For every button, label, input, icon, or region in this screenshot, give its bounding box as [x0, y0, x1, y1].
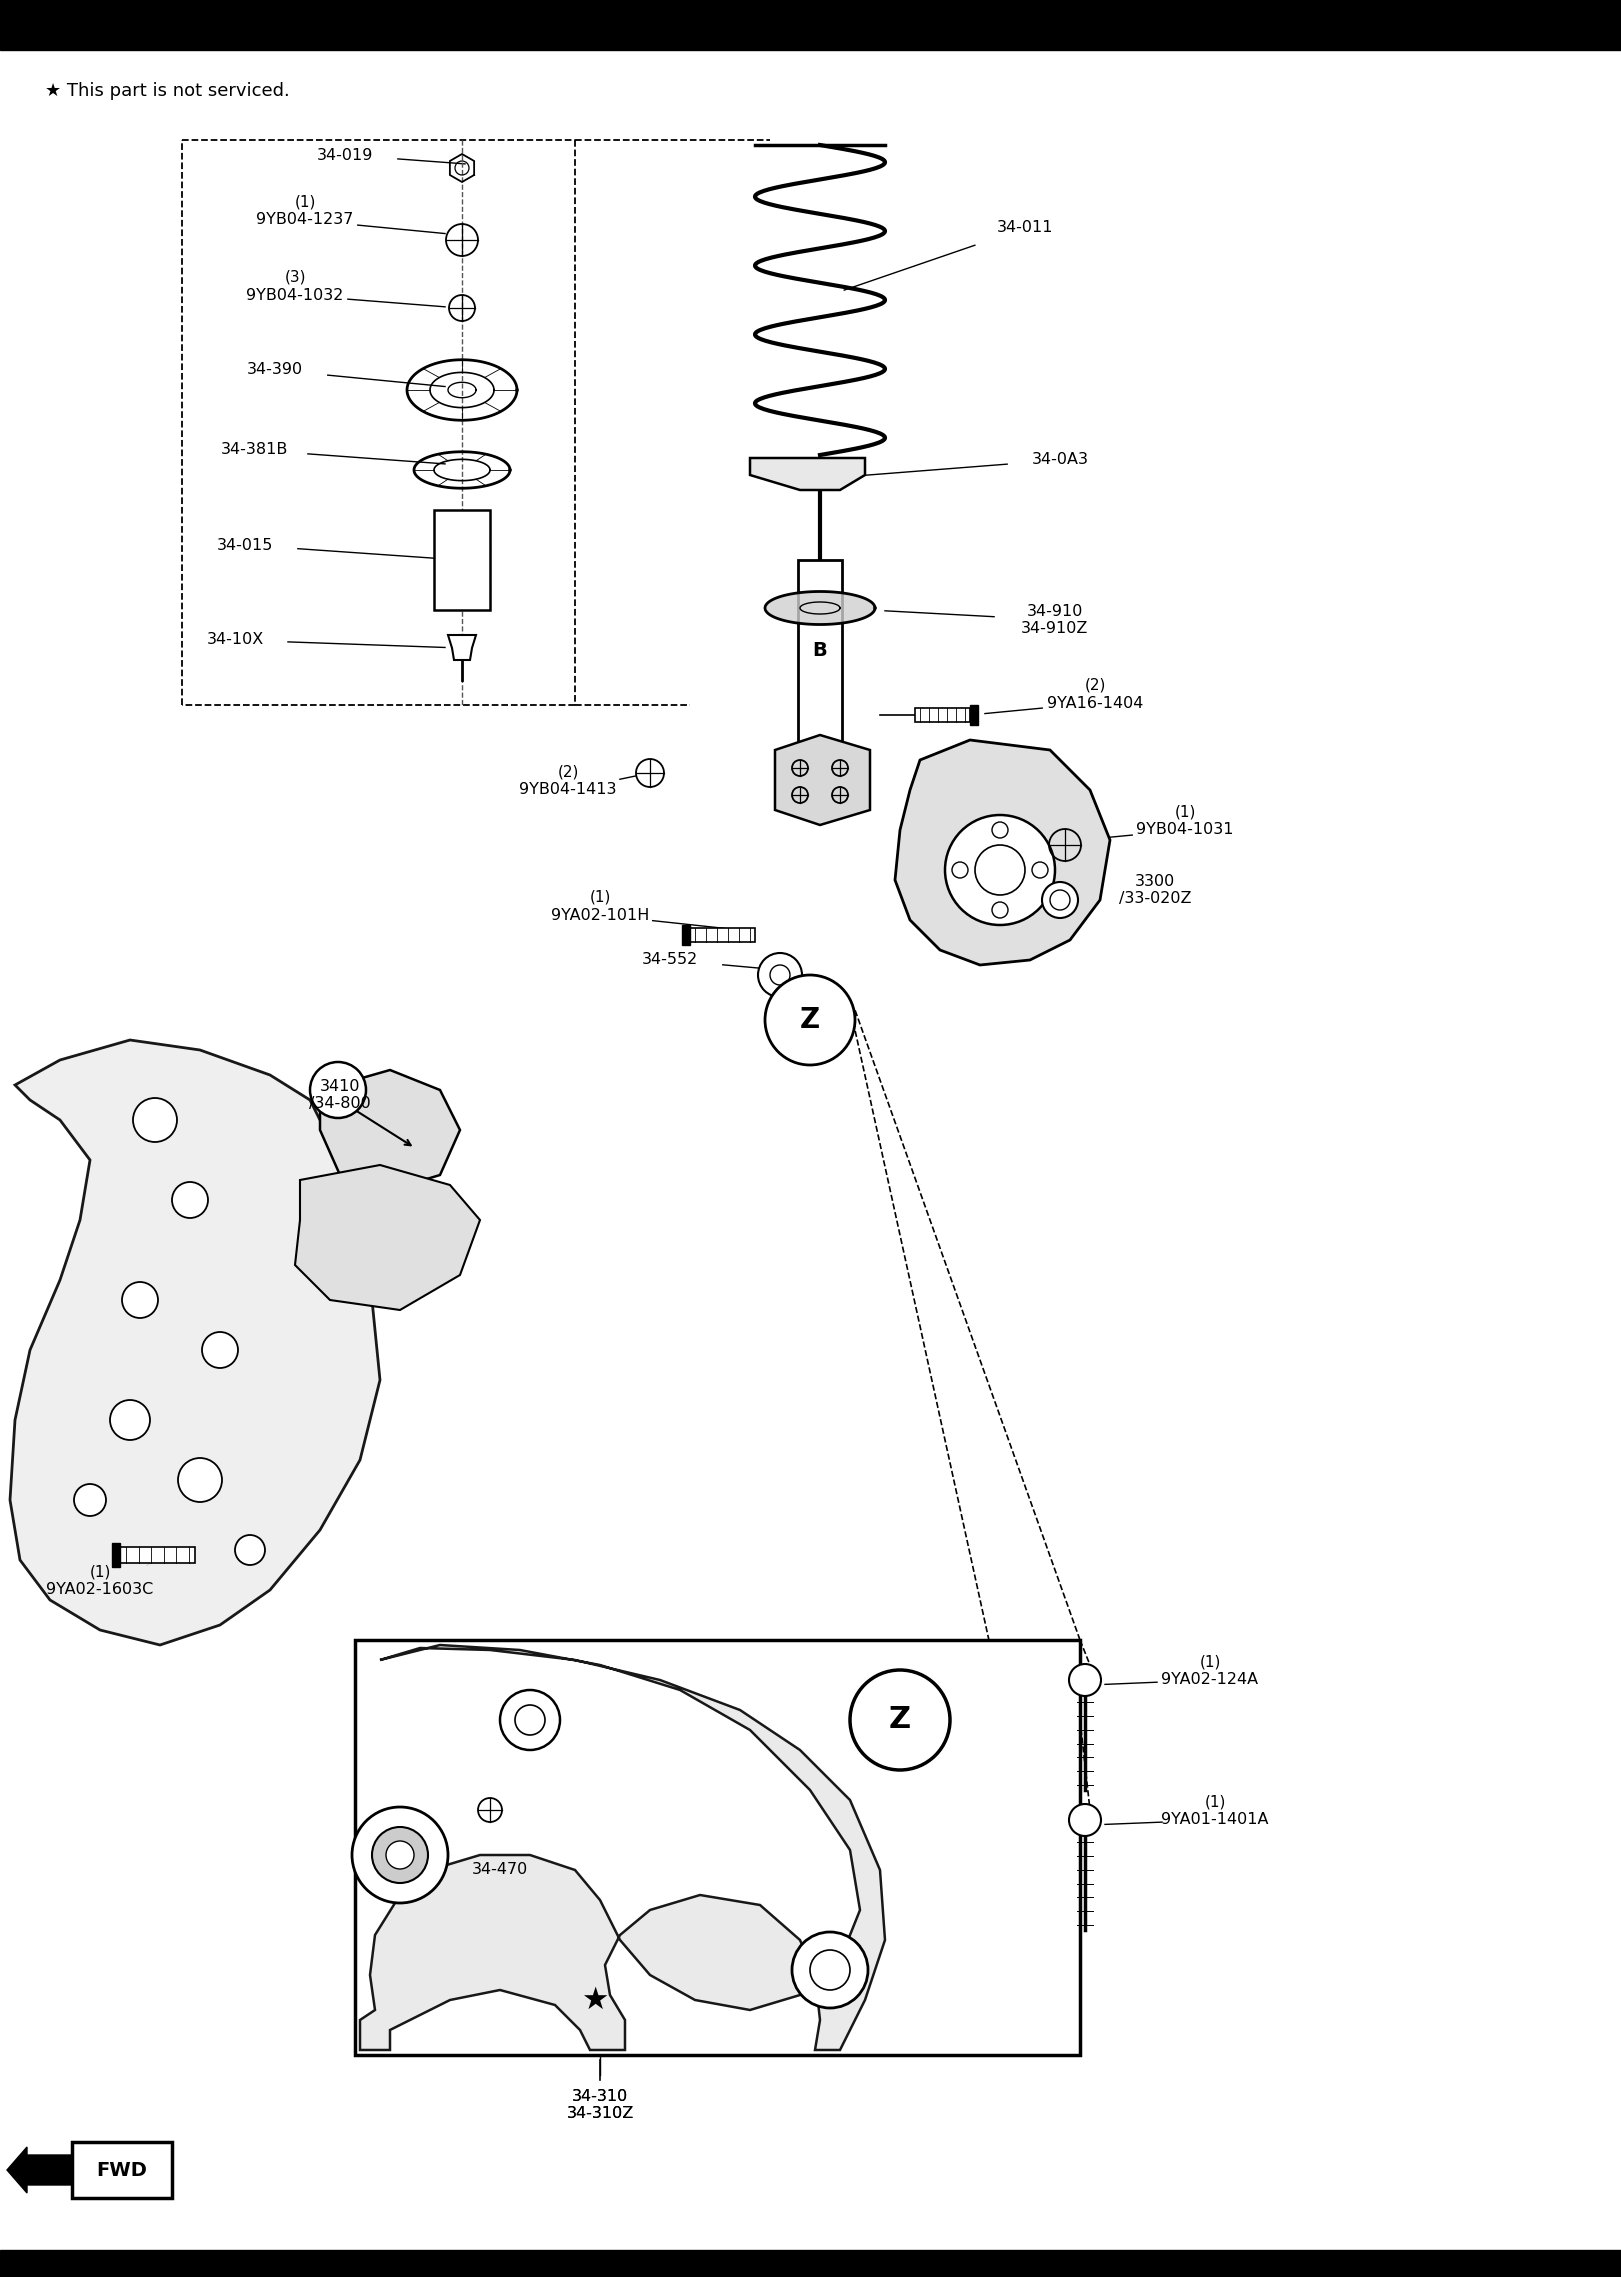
Text: 34-390: 34-390: [246, 362, 303, 378]
Polygon shape: [295, 1166, 480, 1309]
Text: 9YB04-1413: 9YB04-1413: [519, 783, 616, 797]
Text: (1): (1): [1200, 1655, 1221, 1669]
Circle shape: [765, 975, 854, 1066]
Circle shape: [133, 1098, 177, 1143]
Polygon shape: [682, 924, 691, 945]
Circle shape: [310, 1061, 366, 1118]
Text: (1): (1): [89, 1564, 110, 1580]
Text: 34-470: 34-470: [472, 1863, 528, 1879]
Text: 3300
/33-020Z: 3300 /33-020Z: [1118, 874, 1191, 906]
Bar: [71, 2143, 172, 2197]
Circle shape: [793, 1931, 867, 2008]
Text: (3): (3): [284, 269, 306, 285]
Text: 9YA16-1404: 9YA16-1404: [1047, 694, 1143, 710]
Text: 34-011: 34-011: [997, 221, 1054, 235]
Circle shape: [371, 1826, 428, 1883]
Polygon shape: [914, 708, 969, 722]
Text: (2): (2): [1084, 679, 1106, 692]
Text: 34-0A3: 34-0A3: [1031, 453, 1088, 467]
Text: 3410
/34-800: 3410 /34-800: [310, 1079, 371, 1111]
Circle shape: [122, 1282, 157, 1318]
Circle shape: [759, 954, 802, 997]
Text: 9YB04-1031: 9YB04-1031: [1136, 822, 1234, 838]
Text: FWD: FWD: [97, 2161, 148, 2179]
Circle shape: [849, 1669, 950, 1769]
Text: (1): (1): [590, 890, 611, 904]
Text: (1): (1): [1174, 804, 1196, 820]
Bar: [0, 2250, 1621, 2277]
Text: 34-381B: 34-381B: [222, 442, 289, 458]
Circle shape: [235, 1535, 264, 1564]
Polygon shape: [691, 929, 755, 943]
Text: 34-015: 34-015: [217, 537, 274, 553]
Text: ★: ★: [582, 1986, 609, 2015]
Polygon shape: [120, 1546, 195, 1562]
Bar: [0, 0, 1621, 50]
Circle shape: [945, 815, 1055, 924]
Circle shape: [203, 1332, 238, 1368]
Circle shape: [1042, 881, 1078, 918]
Polygon shape: [775, 735, 870, 824]
Text: Z: Z: [799, 1006, 820, 1034]
Text: 9YA01-1401A: 9YA01-1401A: [1161, 1812, 1269, 1828]
Bar: [798, 560, 841, 761]
Text: 9YA02-1603C: 9YA02-1603C: [47, 1583, 154, 1598]
Polygon shape: [360, 1644, 885, 2049]
Text: 34-910
34-910Z: 34-910 34-910Z: [1021, 603, 1089, 635]
Circle shape: [75, 1485, 105, 1516]
Circle shape: [352, 1808, 447, 1904]
Text: B: B: [812, 640, 827, 660]
Polygon shape: [765, 592, 875, 624]
Text: 9YA02-124A: 9YA02-124A: [1161, 1674, 1258, 1687]
Text: (1): (1): [295, 194, 316, 209]
Circle shape: [172, 1182, 207, 1218]
Text: 34-10X: 34-10X: [206, 633, 264, 647]
Polygon shape: [895, 740, 1110, 965]
Text: (2): (2): [558, 765, 579, 779]
Polygon shape: [447, 635, 477, 660]
FancyArrow shape: [6, 2147, 71, 2193]
Polygon shape: [112, 1544, 120, 1567]
Bar: [434, 510, 490, 610]
Text: 34-019: 34-019: [316, 148, 373, 162]
Text: 34-552: 34-552: [642, 952, 699, 968]
Circle shape: [386, 1842, 413, 1869]
Text: 34-310
34-310Z: 34-310 34-310Z: [566, 2088, 634, 2122]
Circle shape: [110, 1400, 151, 1439]
Text: 9YA02-101H: 9YA02-101H: [551, 909, 648, 922]
Text: ★ This part is not serviced.: ★ This part is not serviced.: [45, 82, 290, 100]
Polygon shape: [751, 458, 866, 490]
Bar: [355, 1639, 1080, 2056]
Polygon shape: [969, 706, 977, 724]
Text: 9YB04-1032: 9YB04-1032: [246, 287, 344, 303]
Circle shape: [499, 1690, 559, 1751]
Polygon shape: [319, 1070, 460, 1191]
Circle shape: [1068, 1803, 1101, 1835]
Circle shape: [1068, 1664, 1101, 1696]
Text: (1): (1): [1204, 1794, 1225, 1810]
Text: 34-310
34-310Z: 34-310 34-310Z: [566, 2088, 634, 2122]
Text: 9YB04-1237: 9YB04-1237: [256, 212, 353, 228]
Circle shape: [178, 1457, 222, 1503]
Text: Z: Z: [888, 1705, 911, 1735]
Polygon shape: [10, 1041, 379, 1644]
